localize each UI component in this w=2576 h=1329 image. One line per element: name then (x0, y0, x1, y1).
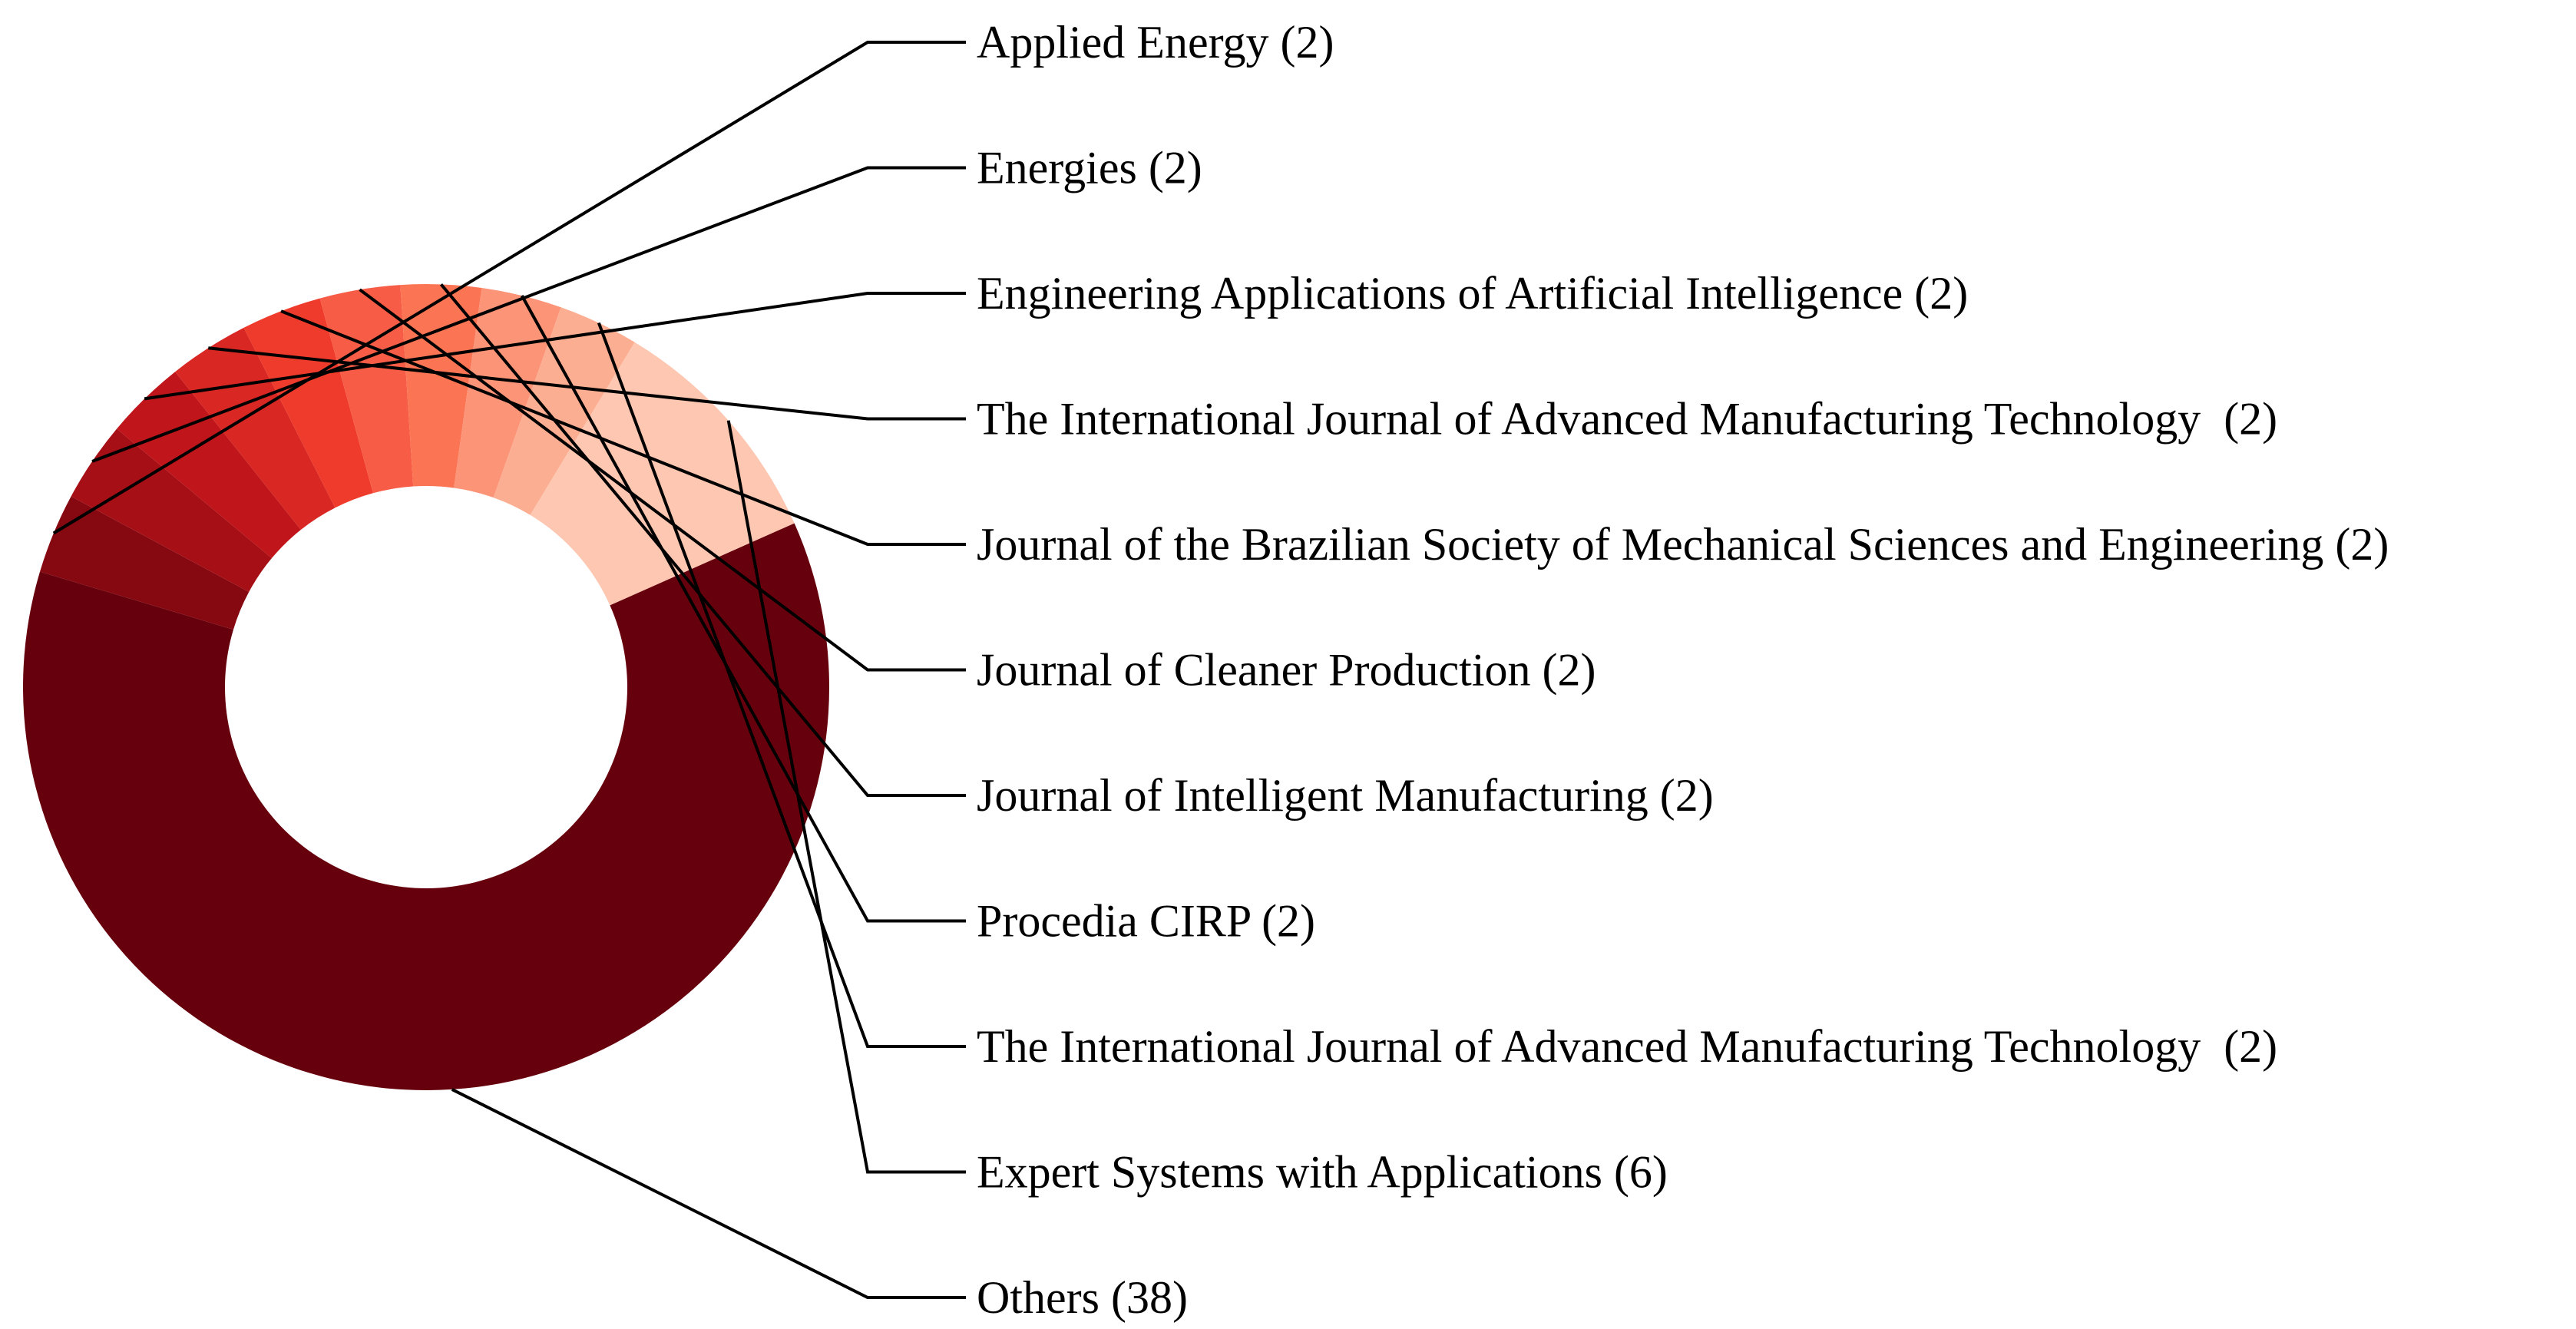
leader-line-others-0 (451, 1088, 966, 1299)
slice-procedia-cirp-8 (454, 288, 561, 498)
leader-line-journal-of-cleaner-production-6 (359, 288, 966, 672)
leader-line-expert-systems-with-applications-10 (726, 420, 966, 1174)
slice-label-others-0: Others (38) (977, 1272, 1188, 1323)
slice-label-expert-systems-with-applications-10: Expert Systems with Applications (6) (977, 1147, 1668, 1198)
leader-lines-group (52, 41, 966, 1299)
leader-line-applied-energy-1 (52, 41, 966, 535)
leader-line-journal-of-intelligent-manufacturing-7 (439, 283, 966, 797)
leader-line-the-international-journal-of-advanced-manufacturing-technology-4 (208, 346, 966, 421)
leader-line-journal-of-the-brazilian-society-of-mechanical-sciences-and-engineering-5 (280, 309, 966, 546)
slice-label-journal-of-intelligent-manufacturing-7: Journal of Intelligent Manufacturing (2) (977, 770, 1714, 821)
slice-label-engineering-applications-of-artificial-intelligence-3: Engineering Applications of Artificial I… (977, 268, 1968, 319)
leader-line-procedia-cirp-8 (520, 295, 966, 923)
slice-label-procedia-cirp-8: Procedia CIRP (2) (977, 896, 1315, 947)
slice-others-0 (23, 523, 829, 1091)
slice-journal-of-the-brazilian-society-of-mechanical-sciences-and-engineering-5 (243, 298, 373, 508)
leader-line-engineering-applications-of-artificial-intelligence-3 (144, 292, 966, 401)
slice-energies-2 (71, 428, 272, 592)
slice-label-journal-of-the-brazilian-society-of-mechanical-sciences-and-engineering-5: Journal of the Brazilian Society of Mech… (977, 519, 2389, 570)
slice-the-international-journal-of-advanced-manufacturing-technology-9 (493, 307, 635, 515)
slice-expert-systems-with-applications-10 (530, 342, 795, 606)
slice-the-international-journal-of-advanced-manufacturing-technology-4 (175, 327, 336, 531)
leader-line-the-international-journal-of-advanced-manufacturing-technology-9 (597, 322, 966, 1048)
slice-label-the-international-journal-of-advanced-manufacturing-technology-9: The International Journal of Advanced Ma… (977, 1021, 2277, 1072)
slice-label-applied-energy-1: Applied Energy (2) (977, 17, 1334, 68)
slice-engineering-applications-of-artificial-intelligence-3 (117, 372, 301, 559)
slice-applied-energy-1 (39, 496, 250, 630)
slice-labels-group: Applied Energy (2) Energies (2) Engineerin… (977, 17, 2389, 1323)
slice-label-energies-2: Energies (2) (977, 143, 1202, 193)
slices-group (23, 284, 829, 1091)
slice-label-journal-of-cleaner-production-6: Journal of Cleaner Production (2) (977, 645, 1596, 696)
slice-label-the-international-journal-of-advanced-manufacturing-technology-4: The International Journal of Advanced Ma… (977, 394, 2277, 445)
